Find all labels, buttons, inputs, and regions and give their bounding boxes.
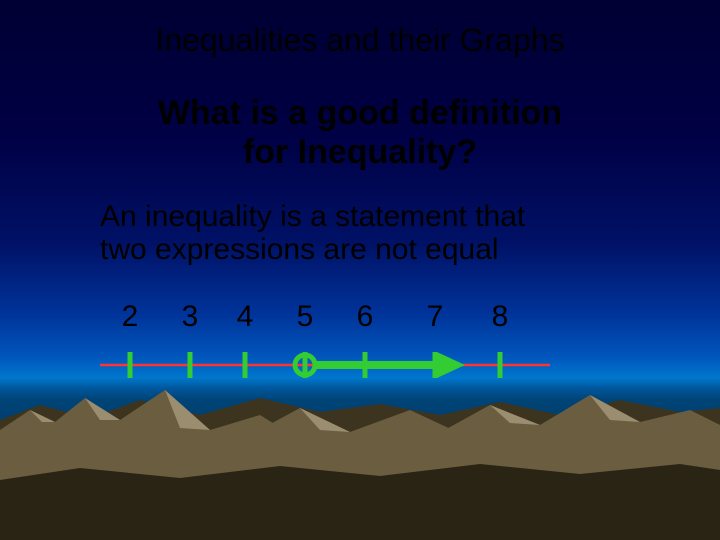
number-label: 6: [357, 300, 374, 334]
definition-text: An inequality is a statement that two ex…: [100, 200, 640, 266]
number-label: 8: [492, 300, 509, 334]
definition-line-2: two expressions are not equal: [100, 233, 499, 266]
slide: Inequalities and their Graphs What is a …: [0, 0, 720, 540]
slide-title: Inequalities and their Graphs: [0, 22, 720, 59]
question-line-2: for Inequality?: [243, 133, 477, 171]
number-line: 2 3 4 5 6 7 8: [100, 300, 620, 420]
number-label: 2: [122, 300, 139, 334]
inequality-arrow-head: [437, 352, 465, 378]
definition-line-1: An inequality is a statement that: [100, 200, 525, 233]
number-line-labels: 2 3 4 5 6 7 8: [100, 300, 620, 340]
number-line-graphic: [100, 340, 620, 400]
question-line-1: What is a good definition: [158, 94, 562, 132]
slide-question: What is a good definition for Inequality…: [0, 94, 720, 172]
number-label: 5: [297, 300, 314, 334]
number-label: 4: [237, 300, 254, 334]
number-label: 3: [182, 300, 199, 334]
number-label: 7: [427, 300, 444, 334]
